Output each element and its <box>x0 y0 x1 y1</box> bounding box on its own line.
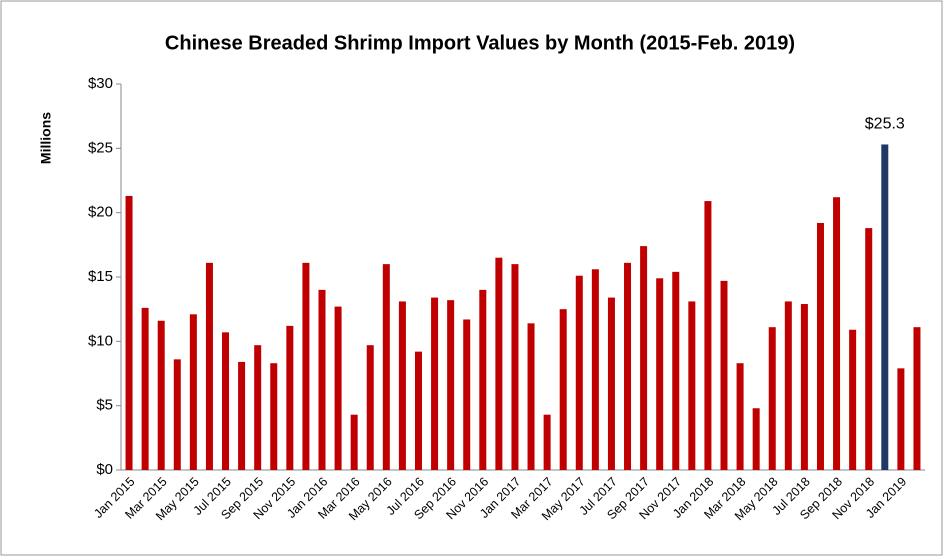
bar <box>688 301 696 470</box>
bar <box>913 327 921 470</box>
data-label: $25.3 <box>865 116 905 133</box>
bar <box>624 262 632 470</box>
bar <box>157 320 165 470</box>
bar <box>656 278 664 470</box>
bar <box>414 351 422 470</box>
bar <box>527 323 535 470</box>
bar <box>205 262 213 470</box>
bar <box>366 345 374 470</box>
bar <box>189 314 197 470</box>
bar <box>398 301 406 470</box>
bar <box>318 289 326 470</box>
bar <box>575 275 583 470</box>
y-tick-label: $25 <box>88 139 113 156</box>
bar <box>816 222 824 470</box>
bar <box>784 301 792 470</box>
bar <box>704 201 712 470</box>
bar <box>431 297 439 470</box>
bar <box>559 309 567 470</box>
bar <box>141 307 149 470</box>
bar <box>897 368 905 470</box>
bar <box>720 280 728 470</box>
bar <box>334 306 342 470</box>
bar <box>382 264 390 470</box>
bar <box>350 414 358 470</box>
bar <box>640 246 648 470</box>
bar <box>463 319 471 470</box>
bar <box>591 269 599 470</box>
bar <box>479 289 487 470</box>
bar <box>607 297 615 470</box>
y-tick-label: $10 <box>88 332 113 349</box>
y-tick-label: $15 <box>88 268 113 285</box>
bar <box>495 257 503 470</box>
bar <box>302 262 310 470</box>
y-tick-label: $0 <box>96 461 113 478</box>
bar <box>511 264 519 470</box>
bar <box>222 332 230 470</box>
bar <box>833 197 841 470</box>
y-tick-label: $5 <box>96 397 113 414</box>
bar <box>881 144 889 470</box>
bar <box>173 359 181 470</box>
bar <box>286 325 294 470</box>
chart-title: Chinese Breaded Shrimp Import Values by … <box>165 32 795 54</box>
bar <box>800 304 808 470</box>
bar <box>238 361 246 470</box>
bar <box>736 363 744 470</box>
bar <box>254 345 262 470</box>
bar <box>672 271 680 470</box>
bar <box>447 300 455 470</box>
bar <box>849 329 857 470</box>
y-tick-label: $20 <box>88 204 113 221</box>
bar <box>543 414 551 470</box>
y-axis-label: Millions <box>38 112 54 164</box>
bar <box>125 195 133 470</box>
bar <box>768 327 776 470</box>
bar <box>270 363 278 470</box>
bar <box>752 408 760 470</box>
y-tick-label: $30 <box>88 75 113 92</box>
bar <box>865 228 873 470</box>
